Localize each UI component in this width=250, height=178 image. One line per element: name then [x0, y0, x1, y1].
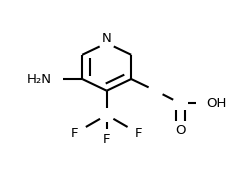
Text: H₂N: H₂N [27, 72, 52, 85]
Text: F: F [71, 127, 78, 140]
Text: OH: OH [207, 97, 227, 110]
Text: F: F [135, 127, 143, 140]
Text: N: N [102, 32, 112, 45]
Text: O: O [175, 124, 186, 137]
Text: F: F [103, 133, 110, 146]
